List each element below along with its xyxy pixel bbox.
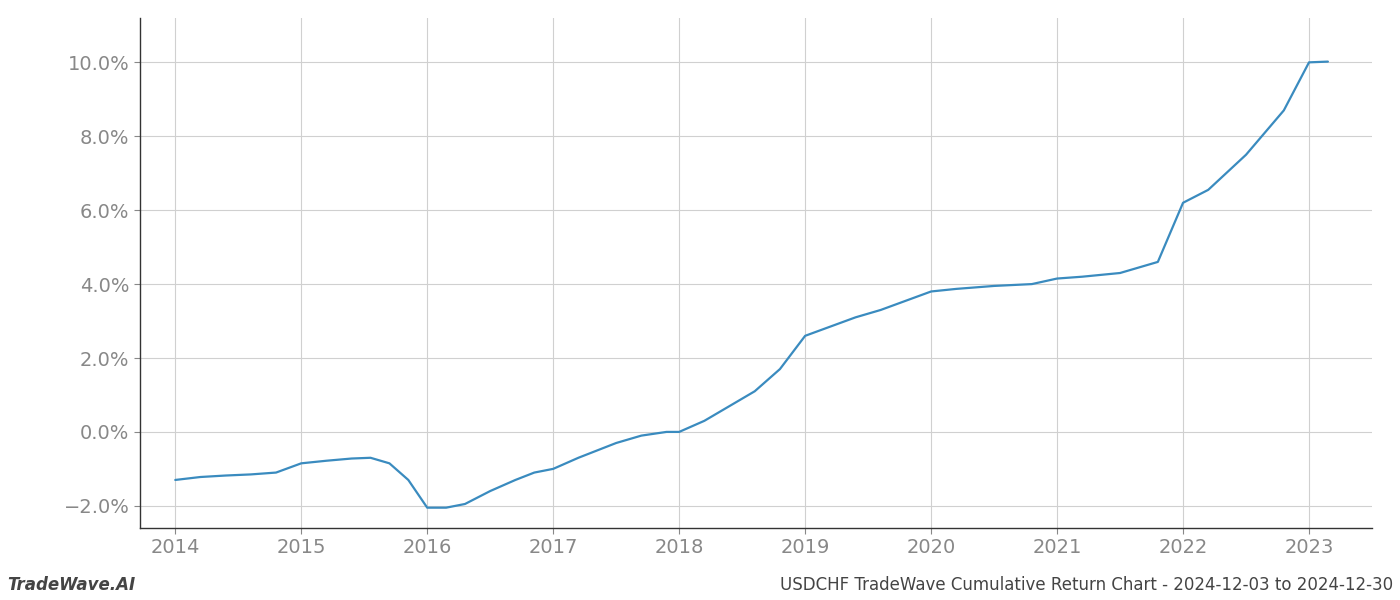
Text: TradeWave.AI: TradeWave.AI — [7, 576, 136, 594]
Text: USDCHF TradeWave Cumulative Return Chart - 2024-12-03 to 2024-12-30: USDCHF TradeWave Cumulative Return Chart… — [780, 576, 1393, 594]
